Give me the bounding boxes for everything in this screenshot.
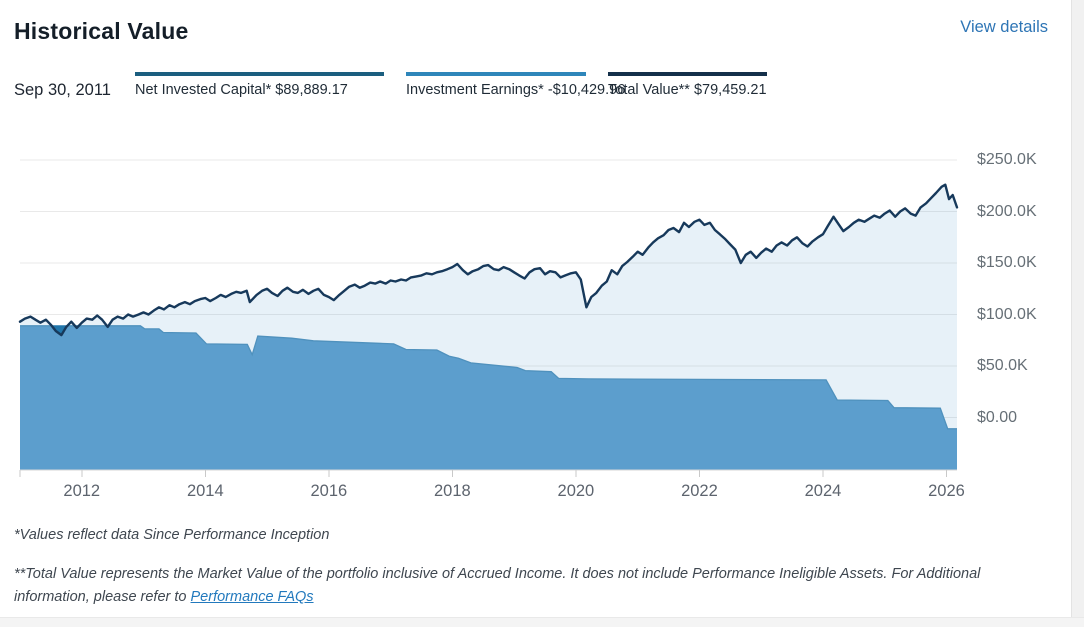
y-axis-label: $150.0K xyxy=(977,254,1037,271)
x-axis-label: 2022 xyxy=(681,482,718,500)
footnote-text-a: **Total Value represents the Market Valu… xyxy=(14,566,981,582)
net-invested-capital-area xyxy=(20,325,957,470)
legend-label: Investment Earnings* xyxy=(406,82,544,98)
view-details-link[interactable]: View details xyxy=(960,18,1048,36)
negative-earnings-overlap xyxy=(52,325,67,336)
footnote-text-b: information, please refer to xyxy=(14,589,191,605)
legend-label: Total Value** xyxy=(608,82,690,98)
y-axis-label: $50.0K xyxy=(977,357,1028,374)
x-axis-label: 2018 xyxy=(434,482,471,500)
legend-value: -$10,429.96 xyxy=(547,82,626,98)
chart-legend: Sep 30, 2011 Net Invested Capital* $89,8… xyxy=(14,72,789,100)
section-divider xyxy=(0,617,1084,627)
legend-item-total-value[interactable]: Total Value** $79,459.21 xyxy=(608,72,767,98)
x-axis-label: 2014 xyxy=(186,482,224,500)
total-value-line xyxy=(18,183,959,337)
x-axis-label: 2016 xyxy=(310,482,348,500)
x-axis-label: 2020 xyxy=(557,482,595,500)
legend-value: $89,889.17 xyxy=(275,82,348,98)
footnotes: *Values reflect data Since Performance I… xyxy=(14,524,994,609)
page-title: Historical Value xyxy=(14,18,189,44)
legend-value: $79,459.21 xyxy=(693,82,767,98)
x-axis-label: 2012 xyxy=(63,482,101,500)
legend-date: Sep 30, 2011 xyxy=(14,81,111,99)
x-axis-label: 2024 xyxy=(804,482,842,500)
x-axis-label: 2026 xyxy=(928,482,965,500)
y-axis-label: $200.0K xyxy=(977,202,1037,220)
legend-item-investment-earnings[interactable]: Investment Earnings* -$10,429.96 xyxy=(406,72,625,98)
footnote-total-value: **Total Value represents the Market Valu… xyxy=(14,563,994,609)
net-invested-capital-edge xyxy=(20,325,957,430)
footnote-performance-inception: *Values reflect data Since Performance I… xyxy=(14,527,330,543)
y-axis-label: $100.0K xyxy=(977,305,1037,323)
y-axis-label: $0.00 xyxy=(977,408,1018,426)
performance-faqs-link[interactable]: Performance FAQs xyxy=(190,589,314,605)
scrollbar-track[interactable] xyxy=(1071,0,1084,627)
y-axis-label: $250.0K xyxy=(977,151,1037,168)
legend-label: Net Invested Capital* xyxy=(135,82,272,98)
legend-item-net-invested-capital[interactable]: Net Invested Capital* $89,889.17 xyxy=(135,72,384,98)
